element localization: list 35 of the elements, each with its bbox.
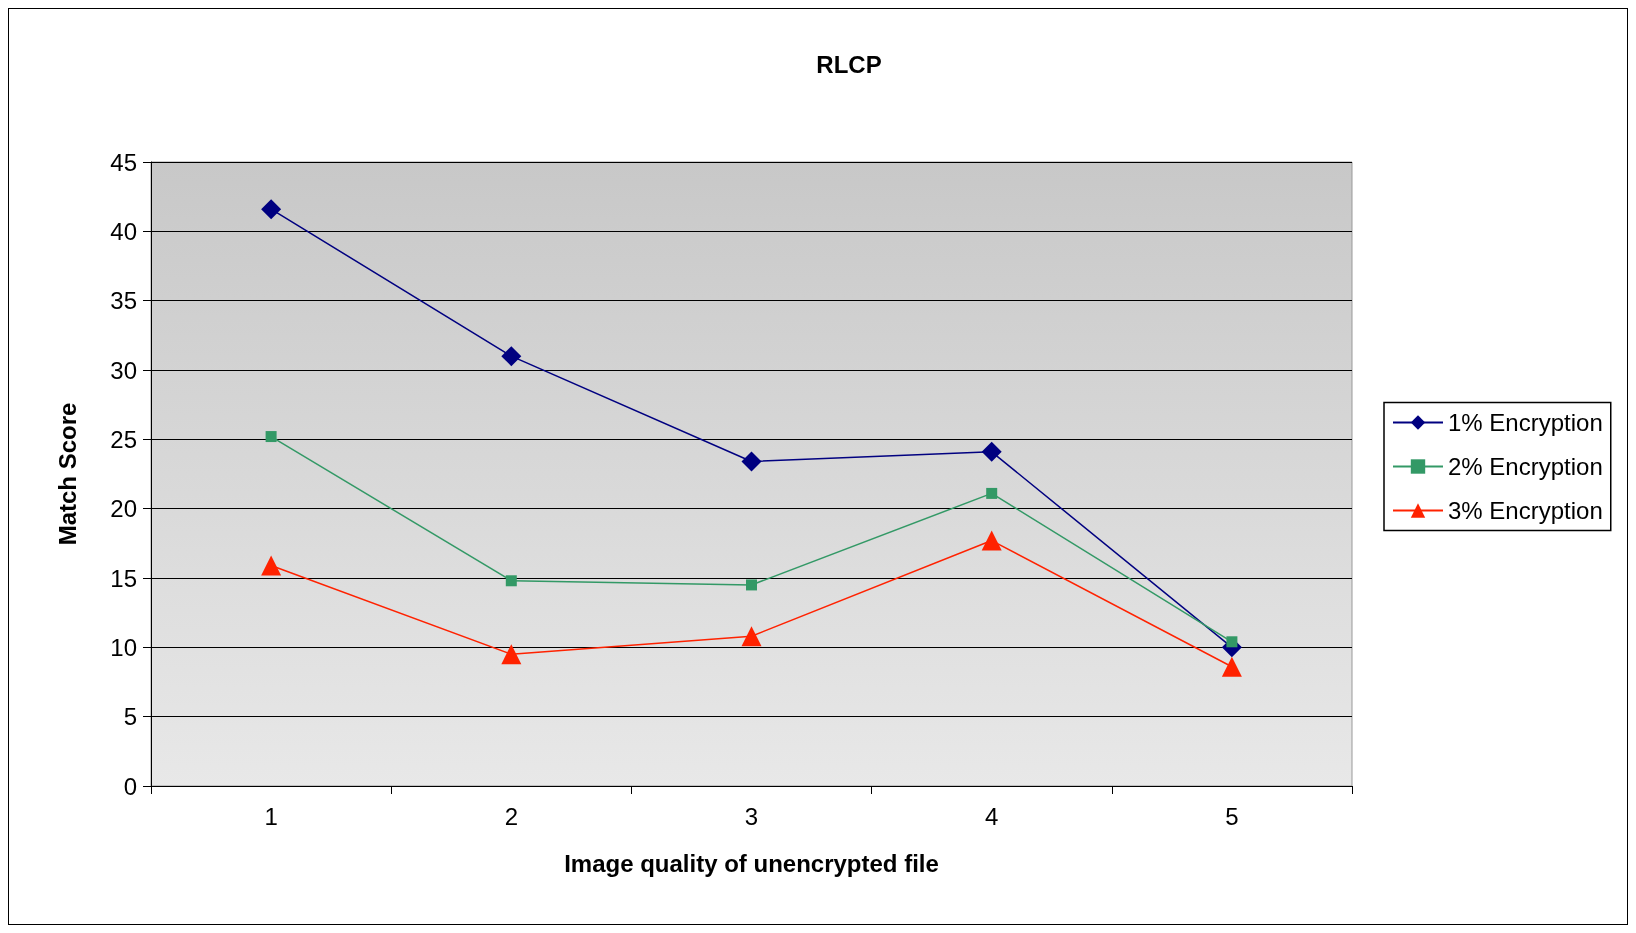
y-tick-label: 15 xyxy=(110,564,137,592)
point xyxy=(1226,636,1238,648)
x-axis-title: Image quality of unencrypted file xyxy=(564,849,939,877)
point xyxy=(741,626,762,647)
x-tick-label: 5 xyxy=(1225,802,1239,830)
point xyxy=(986,487,998,499)
legend-label: 3% Encryption xyxy=(1448,497,1603,524)
chart-title: RLCP xyxy=(816,50,882,78)
y-tick-label: 20 xyxy=(110,495,137,523)
y-axis-title: Match Score xyxy=(53,402,81,546)
point xyxy=(981,441,1002,462)
x-tick-label: 3 xyxy=(744,802,759,830)
point xyxy=(501,346,522,367)
point xyxy=(746,579,757,591)
point xyxy=(981,530,1002,551)
legend-label: 2% Encryption xyxy=(1448,453,1603,480)
y-tick-label: 10 xyxy=(110,633,137,661)
y-tick-label: 25 xyxy=(110,425,137,453)
point xyxy=(741,451,762,472)
legend-label: 1% Encryption xyxy=(1448,409,1603,436)
point xyxy=(265,431,277,443)
x-tick-label: 2 xyxy=(504,802,518,830)
y-tick-label: 5 xyxy=(123,703,137,731)
y-tick-label: 0 xyxy=(123,772,137,800)
point xyxy=(1221,656,1242,677)
point xyxy=(261,555,282,576)
x-tick-label: 1 xyxy=(264,802,278,830)
y-tick-label: 30 xyxy=(110,356,137,384)
point xyxy=(505,575,517,587)
point xyxy=(501,644,522,665)
y-tick-label: 40 xyxy=(110,217,137,245)
x-tick-label: 4 xyxy=(985,802,999,830)
y-tick-label: 45 xyxy=(110,148,137,176)
point xyxy=(261,199,282,220)
y-tick-label: 35 xyxy=(110,287,137,315)
